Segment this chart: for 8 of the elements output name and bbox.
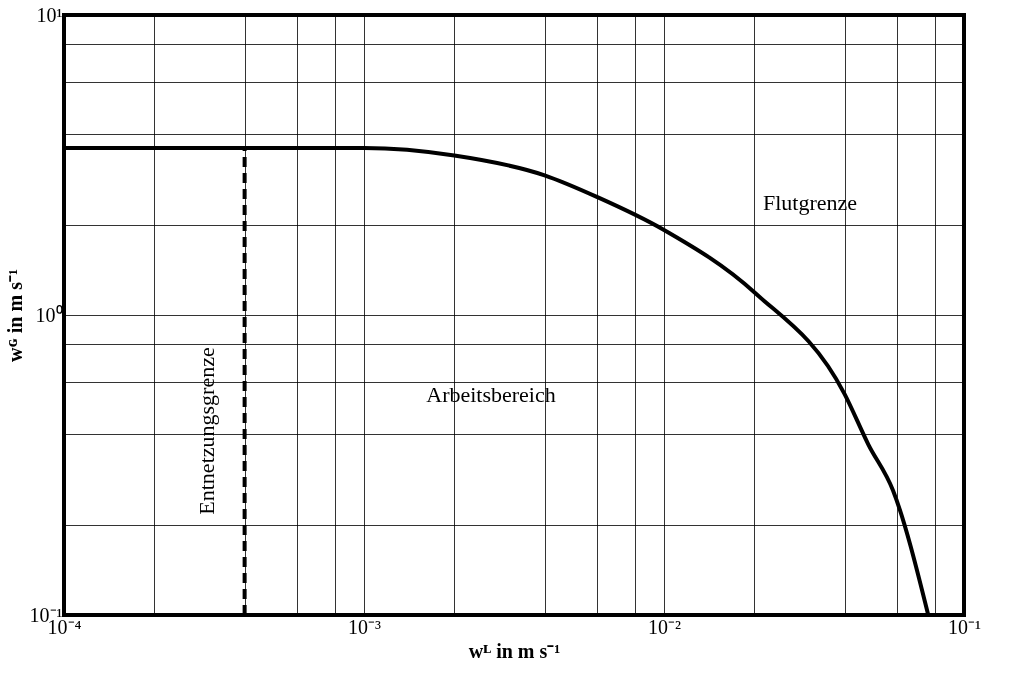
x-tick-label: 10⁻³ (348, 615, 381, 638)
x-tick-label: 10⁻² (648, 615, 681, 638)
y-axis-title: wᴳ in m s⁻¹ (3, 269, 26, 362)
x-tick-label: 10⁻¹ (948, 615, 981, 638)
x-axis-title: wᴸ in m s⁻¹ (468, 639, 561, 662)
y-tick-label: 10¹ (36, 3, 63, 26)
y-tick-label: 10⁰ (35, 303, 63, 326)
text: Entnetzungsgrenze (194, 347, 219, 515)
